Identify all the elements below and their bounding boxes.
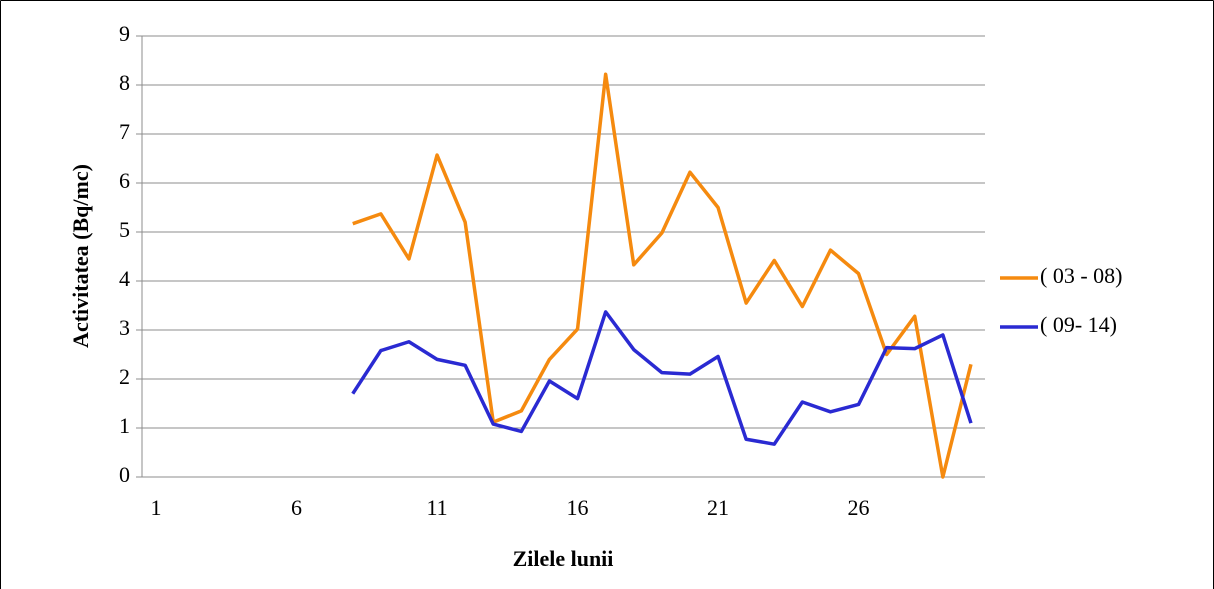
x-axis-title: Zilele lunii [513,546,614,571]
series-line [352,72,973,479]
x-tick-label: 21 [707,495,729,520]
series-line [351,310,973,446]
y-tick-label: 6 [119,168,130,193]
y-tick-label: 7 [119,119,130,144]
y-tick-label: 1 [119,413,130,438]
y-tick-label: 4 [119,266,130,291]
x-tick-label: 26 [848,495,870,520]
x-tick-label: 1 [151,495,162,520]
y-tick-label: 0 [119,462,130,487]
x-tick-label: 16 [567,495,589,520]
legend-label: ( 09- 14) [1040,312,1117,337]
y-axis-title: Activitatea (Bq/mc) [68,164,93,348]
x-tick-label: 6 [291,495,302,520]
y-tick-label: 3 [119,315,130,340]
legend-label: ( 03 - 08) [1040,263,1122,288]
y-tick-label: 9 [119,21,130,46]
x-tick-label: 11 [426,495,447,520]
y-tick-label: 8 [119,70,130,95]
y-tick-label: 5 [119,217,130,242]
y-tick-label: 2 [119,364,130,389]
